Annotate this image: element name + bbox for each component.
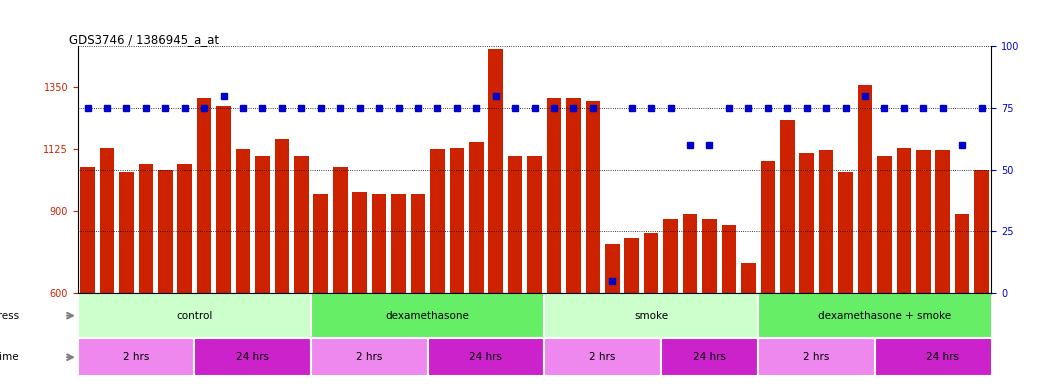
Bar bbox=[758, 338, 875, 376]
Bar bbox=[605, 244, 620, 293]
Text: 2 hrs: 2 hrs bbox=[803, 352, 829, 362]
Text: time: time bbox=[0, 352, 20, 362]
Bar bbox=[758, 293, 1011, 338]
Bar bbox=[372, 194, 386, 293]
Bar bbox=[916, 151, 930, 293]
Bar bbox=[527, 156, 542, 293]
Bar bbox=[839, 172, 853, 293]
Bar bbox=[313, 194, 328, 293]
Bar bbox=[311, 293, 544, 338]
Bar bbox=[469, 142, 484, 293]
Bar bbox=[683, 214, 698, 293]
Bar bbox=[352, 192, 367, 293]
Bar bbox=[430, 149, 444, 293]
Bar bbox=[547, 98, 562, 293]
Bar bbox=[661, 338, 758, 376]
Bar bbox=[566, 98, 580, 293]
Bar bbox=[780, 120, 794, 293]
Bar bbox=[139, 164, 154, 293]
Bar bbox=[449, 148, 464, 293]
Bar bbox=[625, 238, 639, 293]
Text: 24 hrs: 24 hrs bbox=[926, 352, 959, 362]
Text: 2 hrs: 2 hrs bbox=[122, 352, 149, 362]
Bar bbox=[100, 148, 114, 293]
Bar bbox=[721, 225, 736, 293]
Text: dexamethasone: dexamethasone bbox=[386, 311, 469, 321]
Bar bbox=[78, 293, 311, 338]
Bar bbox=[585, 101, 600, 293]
Bar bbox=[194, 338, 311, 376]
Text: GDS3746 / 1386945_a_at: GDS3746 / 1386945_a_at bbox=[69, 33, 219, 46]
Bar bbox=[761, 161, 775, 293]
Bar bbox=[544, 293, 758, 338]
Bar bbox=[975, 170, 989, 293]
Bar bbox=[819, 151, 834, 293]
Bar bbox=[158, 170, 172, 293]
Bar bbox=[875, 338, 1011, 376]
Text: 24 hrs: 24 hrs bbox=[237, 352, 269, 362]
Bar bbox=[197, 98, 212, 293]
Text: 2 hrs: 2 hrs bbox=[590, 352, 616, 362]
Bar bbox=[391, 194, 406, 293]
Bar bbox=[644, 233, 658, 293]
Bar bbox=[78, 338, 194, 376]
Text: smoke: smoke bbox=[634, 311, 668, 321]
Bar bbox=[216, 106, 230, 293]
Bar bbox=[177, 164, 192, 293]
Bar bbox=[702, 219, 717, 293]
Bar bbox=[741, 263, 756, 293]
Bar bbox=[294, 156, 308, 293]
Bar bbox=[80, 167, 94, 293]
Bar bbox=[857, 84, 872, 293]
Text: 24 hrs: 24 hrs bbox=[469, 352, 502, 362]
Bar bbox=[935, 151, 950, 293]
Bar bbox=[119, 172, 134, 293]
Text: stress: stress bbox=[0, 311, 20, 321]
Text: dexamethasone + smoke: dexamethasone + smoke bbox=[818, 311, 951, 321]
Text: 24 hrs: 24 hrs bbox=[693, 352, 726, 362]
Bar bbox=[897, 148, 911, 293]
Text: control: control bbox=[176, 311, 213, 321]
Bar bbox=[428, 338, 544, 376]
Bar bbox=[411, 194, 426, 293]
Bar bbox=[544, 338, 661, 376]
Bar bbox=[955, 214, 969, 293]
Text: 2 hrs: 2 hrs bbox=[356, 352, 383, 362]
Bar bbox=[799, 153, 814, 293]
Bar bbox=[311, 338, 428, 376]
Bar bbox=[275, 139, 290, 293]
Bar bbox=[255, 156, 270, 293]
Bar bbox=[333, 167, 348, 293]
Bar bbox=[489, 49, 503, 293]
Bar bbox=[508, 156, 522, 293]
Bar bbox=[663, 219, 678, 293]
Bar bbox=[236, 149, 250, 293]
Bar bbox=[877, 156, 892, 293]
